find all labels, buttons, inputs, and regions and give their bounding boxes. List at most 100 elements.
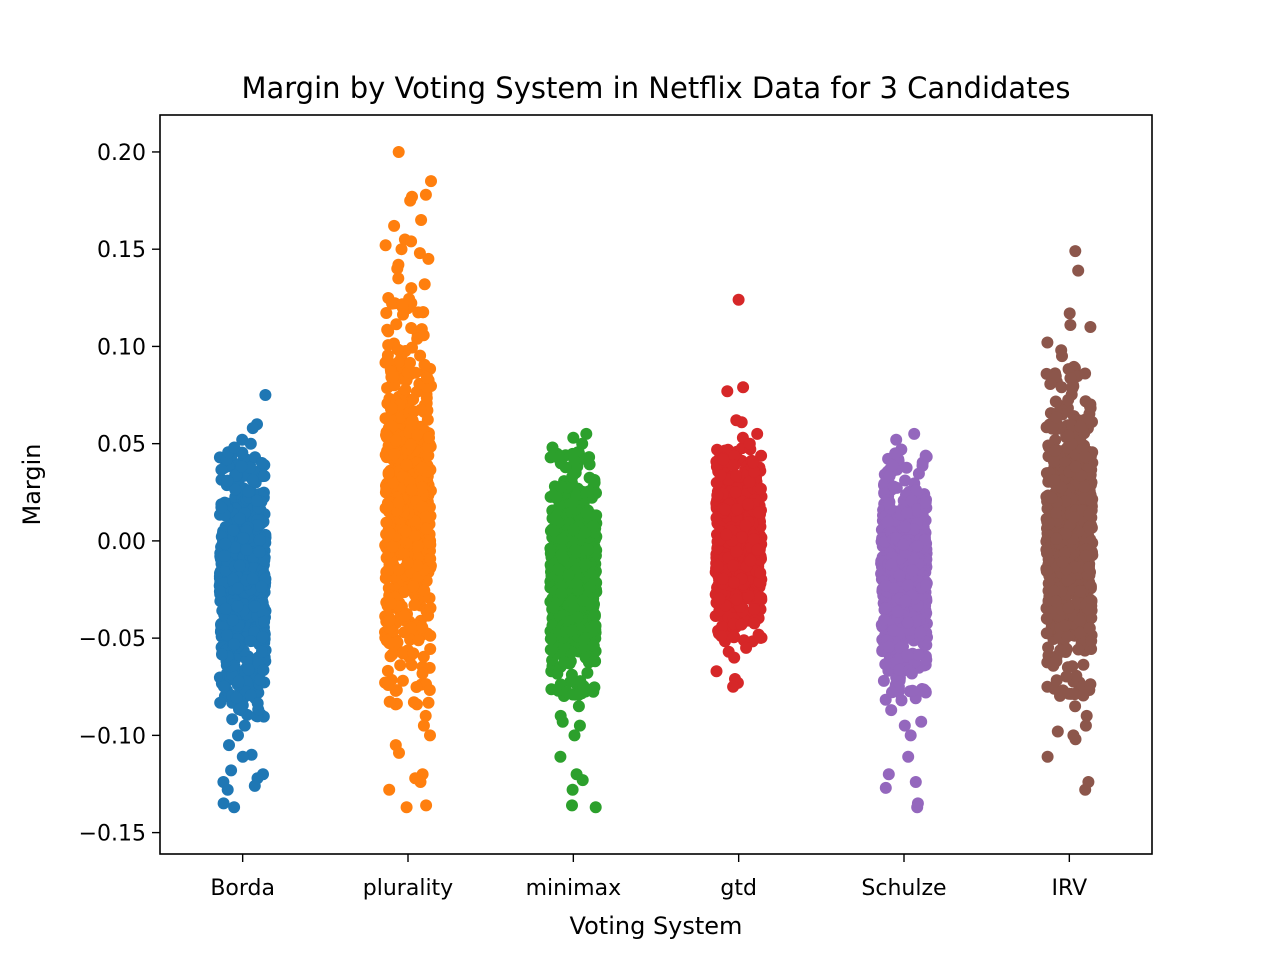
- data-point: [251, 519, 264, 532]
- data-point: [382, 564, 395, 577]
- data-point: [1066, 382, 1079, 395]
- data-point: [580, 507, 593, 520]
- data-point: [1084, 321, 1097, 333]
- data-point: [256, 645, 268, 658]
- data-point: [740, 641, 753, 654]
- data-point: [566, 624, 579, 637]
- data-point: [908, 427, 921, 440]
- data-point: [383, 637, 396, 650]
- data-point: [1085, 494, 1097, 507]
- data-point: [215, 463, 228, 476]
- data-point: [225, 764, 238, 777]
- data-point: [422, 449, 435, 462]
- data-point: [710, 665, 723, 678]
- data-point: [906, 564, 919, 577]
- data-point: [407, 696, 420, 709]
- data-point: [1069, 733, 1082, 746]
- data-point: [551, 667, 564, 680]
- data-point: [386, 297, 399, 310]
- data-point: [730, 469, 742, 482]
- plot-area-frame: [159, 114, 1153, 855]
- data-point: [386, 540, 399, 553]
- data-point: [412, 634, 425, 647]
- data-point: [213, 585, 226, 598]
- data-point: [915, 715, 928, 728]
- data-point: [882, 768, 895, 781]
- data-point: [754, 566, 767, 579]
- data-point: [405, 235, 418, 248]
- data-point: [567, 431, 580, 444]
- data-point: [712, 560, 724, 573]
- data-point: [753, 575, 766, 588]
- data-point: [418, 584, 431, 597]
- data-point: [257, 664, 270, 677]
- data-point: [554, 750, 567, 763]
- data-point: [1049, 395, 1062, 408]
- data-point: [567, 523, 580, 536]
- data-point: [228, 801, 241, 814]
- data-point: [751, 543, 764, 556]
- data-point: [553, 451, 566, 463]
- data-point: [1040, 565, 1053, 578]
- data-point: [912, 467, 925, 480]
- data-point: [737, 381, 750, 394]
- data-point: [391, 262, 404, 275]
- data-point: [1041, 336, 1054, 349]
- data-point: [879, 658, 892, 671]
- data-point: [407, 580, 420, 593]
- data-point: [386, 420, 399, 433]
- data-point: [748, 603, 761, 616]
- data-point: [588, 475, 600, 488]
- series-irv: [1040, 245, 1099, 796]
- data-point: [879, 579, 892, 592]
- data-point: [232, 729, 244, 742]
- data-point: [747, 456, 760, 469]
- data-point: [257, 607, 270, 620]
- data-point: [407, 393, 420, 406]
- data-point: [396, 298, 409, 311]
- data-point: [566, 799, 578, 812]
- data-point: [1077, 689, 1090, 702]
- data-point: [899, 474, 912, 487]
- data-point: [253, 673, 266, 686]
- data-point: [901, 579, 914, 592]
- chart-title: Margin by Voting System in Netflix Data …: [241, 71, 1070, 105]
- data-point: [399, 383, 412, 396]
- data-point: [566, 497, 579, 510]
- data-point: [556, 533, 569, 546]
- data-point: [1050, 655, 1063, 668]
- data-point: [230, 691, 243, 704]
- data-point: [754, 482, 767, 495]
- data-point: [404, 356, 416, 369]
- data-point: [882, 640, 895, 653]
- data-point: [230, 469, 243, 482]
- data-point: [566, 783, 579, 796]
- data-point: [754, 631, 767, 644]
- data-point: [382, 679, 395, 691]
- data-point: [899, 594, 912, 607]
- data-point: [1074, 420, 1087, 433]
- x-tick-label: Schulze: [861, 876, 946, 901]
- data-point: [244, 689, 257, 702]
- data-point: [424, 602, 437, 614]
- data-point: [578, 558, 591, 571]
- data-point: [383, 527, 396, 540]
- data-point: [416, 621, 429, 634]
- data-point: [381, 500, 394, 513]
- data-point: [387, 370, 400, 383]
- data-point: [744, 554, 757, 567]
- data-point: [1051, 725, 1064, 738]
- data-point: [255, 457, 268, 469]
- data-point: [392, 496, 405, 509]
- data-point: [397, 308, 409, 321]
- data-point: [901, 616, 914, 629]
- data-point: [877, 674, 890, 687]
- data-point: [588, 608, 601, 621]
- data-point: [919, 496, 932, 509]
- data-point: [383, 695, 396, 708]
- data-point: [1079, 367, 1092, 380]
- data-point: [911, 503, 924, 516]
- data-point: [1078, 481, 1091, 493]
- data-point: [236, 750, 249, 763]
- data-point: [583, 581, 596, 594]
